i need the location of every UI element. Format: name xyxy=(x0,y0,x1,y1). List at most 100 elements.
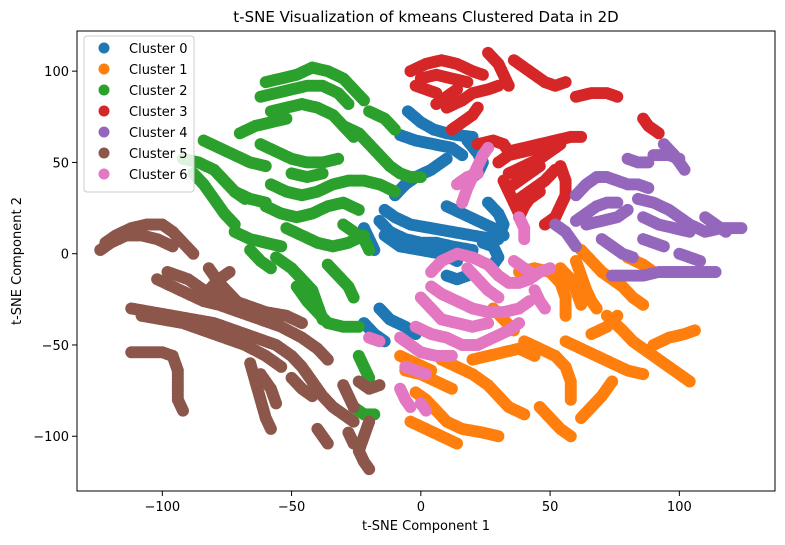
legend-marker xyxy=(98,105,110,117)
data-point xyxy=(321,437,334,450)
y-tick-label: −50 xyxy=(42,339,69,354)
data-point xyxy=(611,309,624,322)
data-point xyxy=(451,437,464,450)
y-tick-label: 50 xyxy=(52,156,69,171)
data-point xyxy=(492,291,505,304)
data-point xyxy=(538,302,551,315)
data-point xyxy=(652,127,665,140)
data-point xyxy=(482,141,495,154)
data-point xyxy=(347,291,360,304)
series-cluster-4 xyxy=(549,138,748,282)
data-point xyxy=(513,317,526,330)
x-tick-label: 0 xyxy=(417,500,425,515)
data-point xyxy=(564,393,577,406)
data-point xyxy=(683,225,696,238)
data-point xyxy=(233,298,246,311)
series-cluster-2 xyxy=(176,61,427,421)
data-point xyxy=(533,160,546,173)
data-point xyxy=(528,269,541,282)
data-point xyxy=(388,123,401,136)
data-point xyxy=(270,397,283,410)
data-point xyxy=(694,255,707,267)
legend-label: Cluster 3 xyxy=(129,105,188,120)
data-point xyxy=(404,401,417,414)
y-tick-label: 0 xyxy=(61,248,69,263)
data-point xyxy=(295,317,308,330)
y-axis-ticks: −100 −50 0 50 100 xyxy=(33,65,77,445)
legend-marker xyxy=(98,84,110,96)
data-point xyxy=(414,171,427,184)
legend-marker xyxy=(98,126,110,138)
data-point xyxy=(471,101,484,114)
data-point xyxy=(306,390,319,403)
x-tick-label: −50 xyxy=(278,500,305,515)
data-point xyxy=(554,160,567,173)
data-point xyxy=(709,265,722,278)
legend-label: Cluster 2 xyxy=(129,84,188,99)
data-point xyxy=(275,360,288,373)
data-point xyxy=(430,87,443,100)
data-point xyxy=(264,422,277,435)
chart-title: t-SNE Visualization of kmeans Clustered … xyxy=(233,8,618,26)
data-point xyxy=(357,94,370,107)
data-point xyxy=(259,196,272,209)
data-point xyxy=(347,437,360,450)
data-point xyxy=(518,233,531,246)
data-point xyxy=(280,112,293,125)
data-point xyxy=(321,353,334,366)
data-point xyxy=(533,185,546,198)
legend-box xyxy=(83,35,195,193)
y-tick-label: 100 xyxy=(44,65,69,80)
data-point xyxy=(559,76,572,89)
data-point xyxy=(626,251,639,264)
data-point xyxy=(363,244,376,257)
data-point xyxy=(492,79,505,92)
legend-marker xyxy=(98,168,110,180)
data-point xyxy=(316,167,329,180)
data-point xyxy=(518,408,531,421)
data-point xyxy=(264,262,277,275)
data-point xyxy=(657,240,670,253)
data-point xyxy=(363,463,376,476)
data-point xyxy=(492,430,505,443)
data-point xyxy=(611,90,624,103)
data-point xyxy=(637,368,650,381)
data-point xyxy=(575,130,588,143)
data-point xyxy=(476,68,489,81)
data-point xyxy=(569,240,582,253)
data-point xyxy=(342,98,355,111)
x-tick-label: −100 xyxy=(144,500,180,515)
data-point xyxy=(445,349,458,362)
data-point xyxy=(347,401,360,414)
data-point xyxy=(373,379,386,392)
plot-frame xyxy=(76,30,776,492)
data-point xyxy=(259,160,272,173)
legend-label: Cluster 0 xyxy=(129,42,188,57)
legend-label: Cluster 1 xyxy=(129,63,188,78)
points-layer xyxy=(94,46,748,476)
legend-marker xyxy=(98,42,110,54)
data-point xyxy=(332,152,345,165)
data-point xyxy=(678,163,691,176)
data-point xyxy=(735,222,748,235)
data-point xyxy=(451,83,464,96)
series-cluster-5 xyxy=(94,218,386,476)
data-point xyxy=(554,138,567,151)
data-point xyxy=(275,240,288,253)
legend-label: Cluster 5 xyxy=(129,147,188,162)
data-point xyxy=(528,349,541,362)
legend-marker xyxy=(98,147,110,159)
data-point xyxy=(176,404,189,417)
data-point xyxy=(606,375,619,388)
data-point xyxy=(373,335,386,348)
data-point xyxy=(611,196,624,209)
data-point xyxy=(621,203,634,216)
data-point xyxy=(637,298,650,311)
series-cluster-6 xyxy=(363,141,557,417)
x-axis-ticks: −100 −50 0 50 100 xyxy=(144,491,692,515)
data-point xyxy=(595,265,608,278)
data-point xyxy=(590,302,603,315)
data-point xyxy=(352,320,365,333)
data-point xyxy=(187,247,200,260)
